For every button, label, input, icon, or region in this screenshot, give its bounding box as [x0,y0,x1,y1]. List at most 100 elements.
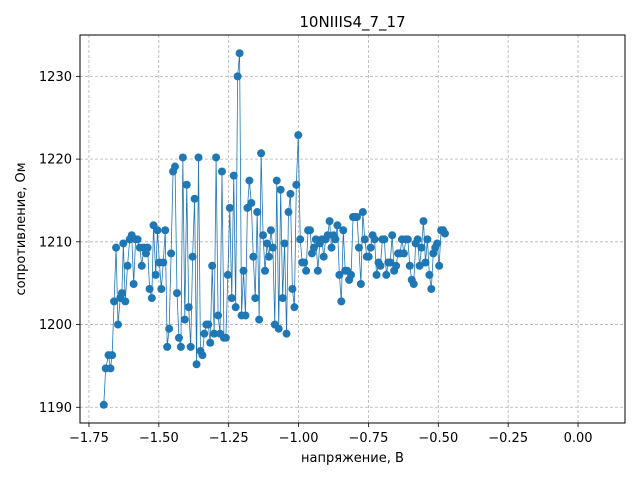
data-point [214,311,223,320]
x-axis-label: напряжение, В [301,451,404,466]
x-tick-label: −1.00 [279,431,319,446]
data-point [182,180,191,189]
data-point [259,231,268,240]
data-point [235,49,244,58]
data-point [325,217,334,226]
data-point [306,226,315,235]
x-tick-label: 0.00 [564,431,593,446]
plot-frame [79,34,626,424]
data-point [151,270,160,279]
data-point [180,315,189,324]
data-point [171,162,180,171]
data-point [255,315,264,324]
data-point [423,235,432,244]
data-point [372,270,381,279]
y-tick-label: 1210 [39,235,72,250]
data-point [288,284,297,293]
data-point [110,297,119,306]
data-point [366,243,375,252]
data-point [184,303,193,312]
data-point [386,258,395,267]
data-point [178,153,187,162]
chart-title: 10NIIIS4_7_17 [299,13,405,32]
data-point [360,235,369,244]
data-point [272,176,281,185]
data-point [274,324,283,333]
data-point [249,252,258,261]
data-point [405,261,414,270]
x-tick-label: −0.25 [488,431,528,446]
data-point [161,226,170,235]
data-point [188,252,197,261]
data-point [200,329,209,338]
data-point [133,235,142,244]
data-point [239,266,248,275]
data-point [278,294,287,303]
data-point [225,203,234,212]
data-point [356,280,365,289]
data-point [358,208,367,217]
data-point [206,338,215,347]
data-point [147,294,156,303]
data-point [290,303,299,312]
x-axis-ticks: −1.75 −1.50 −1.25 −1.00 −0.75 −0.50 −0.25 0.00 [69,423,593,446]
data-point [296,235,305,244]
data-point [217,167,226,176]
data-point [241,311,250,320]
data-point [280,239,289,248]
data-point [419,217,428,226]
grid-layer [80,35,625,423]
data-point [208,261,217,270]
data-point [137,261,146,270]
data-point [192,360,201,369]
data-point [167,249,176,258]
data-point [229,171,238,180]
data-point [253,208,262,217]
data-point [227,294,236,303]
data-point [176,342,185,351]
data-point [174,333,183,342]
data-point [143,243,152,252]
data-point [163,342,172,351]
data-point [309,243,318,252]
data-point [403,235,412,244]
data-point [245,176,254,185]
y-tick-label: 1190 [39,401,72,416]
data-point [114,320,123,329]
data-point [292,180,301,189]
x-tick-label: −0.50 [418,431,458,446]
data-point [433,239,442,248]
data-point [106,364,115,373]
data-point [354,243,363,252]
data-point [441,229,450,238]
data-point [331,235,340,244]
data-point [99,400,108,409]
data-point [268,243,277,252]
data-point [392,261,401,270]
data-point [376,261,385,270]
data-point [415,261,424,270]
y-axis-label: сопротивление, Ом [14,162,29,295]
data-point [294,131,303,140]
data-point [276,185,285,194]
data-point [337,297,346,306]
x-tick-label: −1.75 [69,431,109,446]
data-point [264,252,273,261]
data-point [284,208,293,217]
data-point [364,252,373,261]
data-point [204,320,213,329]
data-point [262,239,271,248]
y-tick-label: 1200 [39,318,72,333]
x-tick-label: −0.75 [349,431,389,446]
data-point [286,189,295,198]
data-point [108,351,117,360]
data-point [425,270,434,279]
data-point [327,243,336,252]
x-tick-label: −1.50 [139,431,179,446]
data-point [153,226,162,235]
data-point [251,294,260,303]
data-point [347,270,356,279]
data-point [221,333,230,342]
data-point [399,249,408,258]
